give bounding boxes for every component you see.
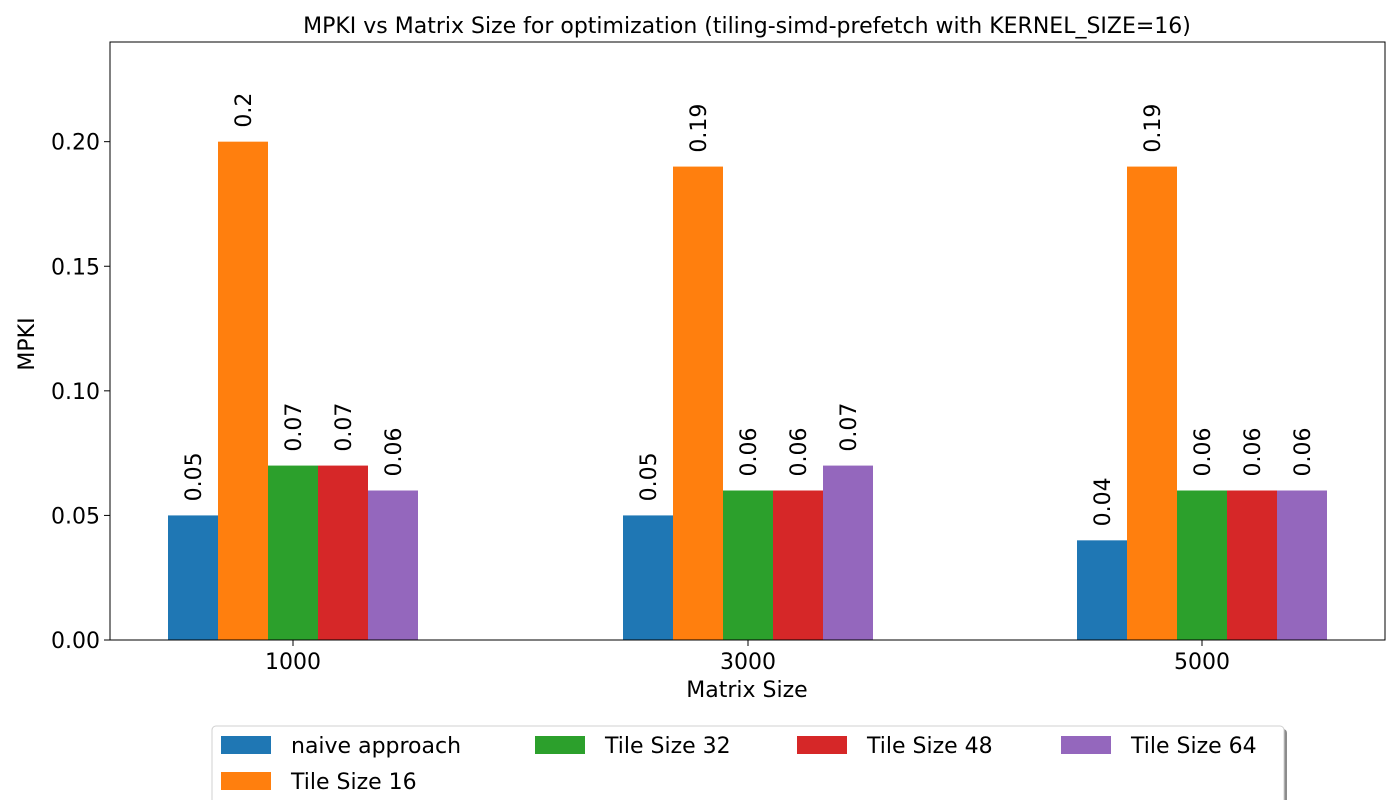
- bar-naive-approach-5000: [1077, 540, 1127, 640]
- y-tick-label: 0.20: [51, 131, 100, 156]
- bar-tile-size-16-1000: [218, 141, 268, 640]
- y-tick-label: 0.00: [51, 629, 100, 654]
- bar-value-label: 0.05: [182, 452, 207, 501]
- bar-value-label: 0.06: [1241, 428, 1266, 477]
- x-tick-label: 5000: [1174, 650, 1230, 675]
- bar-tile-size-32-3000: [723, 490, 773, 640]
- legend-label: Tile Size 48: [866, 734, 993, 759]
- bar-value-label: 0.06: [737, 428, 762, 477]
- bar-tile-size-48-3000: [773, 490, 823, 640]
- bar-value-label: 0.04: [1091, 477, 1116, 526]
- bar-value-label: 0.07: [282, 403, 307, 452]
- bar-value-label: 0.07: [837, 403, 862, 452]
- x-tick-label: 1000: [265, 650, 321, 675]
- bar-tile-size-64-3000: [823, 465, 873, 640]
- bar-naive-approach-1000: [168, 515, 218, 640]
- bar-value-label: 0.06: [787, 428, 812, 477]
- bar-value-label: 0.06: [1291, 428, 1316, 477]
- bar-value-label: 0.2: [232, 93, 257, 128]
- bar-value-label: 0.06: [382, 428, 407, 477]
- bar-value-label: 0.06: [1191, 428, 1216, 477]
- bar-value-label: 0.05: [637, 452, 662, 501]
- bar-tile-size-48-5000: [1227, 490, 1277, 640]
- y-tick-label: 0.15: [51, 255, 100, 280]
- bar-tile-size-48-1000: [318, 465, 368, 640]
- legend-label: Tile Size 16: [290, 770, 417, 795]
- legend-label: Tile Size 32: [604, 734, 731, 759]
- bar-tile-size-32-1000: [268, 465, 318, 640]
- bar-tile-size-32-5000: [1177, 490, 1227, 640]
- bar-naive-approach-3000: [623, 515, 673, 640]
- bar-value-label: 0.19: [1141, 104, 1166, 153]
- plot-area: 0.05 0.05 0.04 0.2 0.19 0.19 0.07 0.06 0.06 0.07 0…: [51, 41, 1386, 675]
- chart-title: MPKI vs Matrix Size for optimization (ti…: [303, 14, 1191, 39]
- legend-swatch: [797, 736, 847, 754]
- bar-tile-size-16-5000: [1127, 166, 1177, 641]
- x-axis-label: Matrix Size: [686, 678, 807, 703]
- legend-label: Tile Size 64: [1130, 734, 1257, 759]
- legend-swatch: [535, 736, 585, 754]
- legend-swatch: [1061, 736, 1111, 754]
- bar-tile-size-16-3000: [673, 166, 723, 641]
- bar-value-label: 0.19: [687, 104, 712, 153]
- x-tick-label: 3000: [720, 650, 776, 675]
- legend-swatch: [221, 736, 271, 754]
- legend-frame: [211, 725, 1285, 800]
- bar-tile-size-64-5000: [1277, 490, 1327, 640]
- legend: naive approach Tile Size 16 Tile Size 32 Ti…: [211, 725, 1287, 800]
- y-tick-label: 0.05: [51, 504, 100, 529]
- bar-value-label: 0.07: [332, 403, 357, 452]
- legend-label: naive approach: [291, 734, 461, 759]
- y-tick-label: 0.10: [51, 380, 100, 405]
- bar-tile-size-64-1000: [368, 490, 418, 640]
- legend-swatch: [221, 772, 271, 790]
- y-axis-label: MPKI: [15, 317, 40, 370]
